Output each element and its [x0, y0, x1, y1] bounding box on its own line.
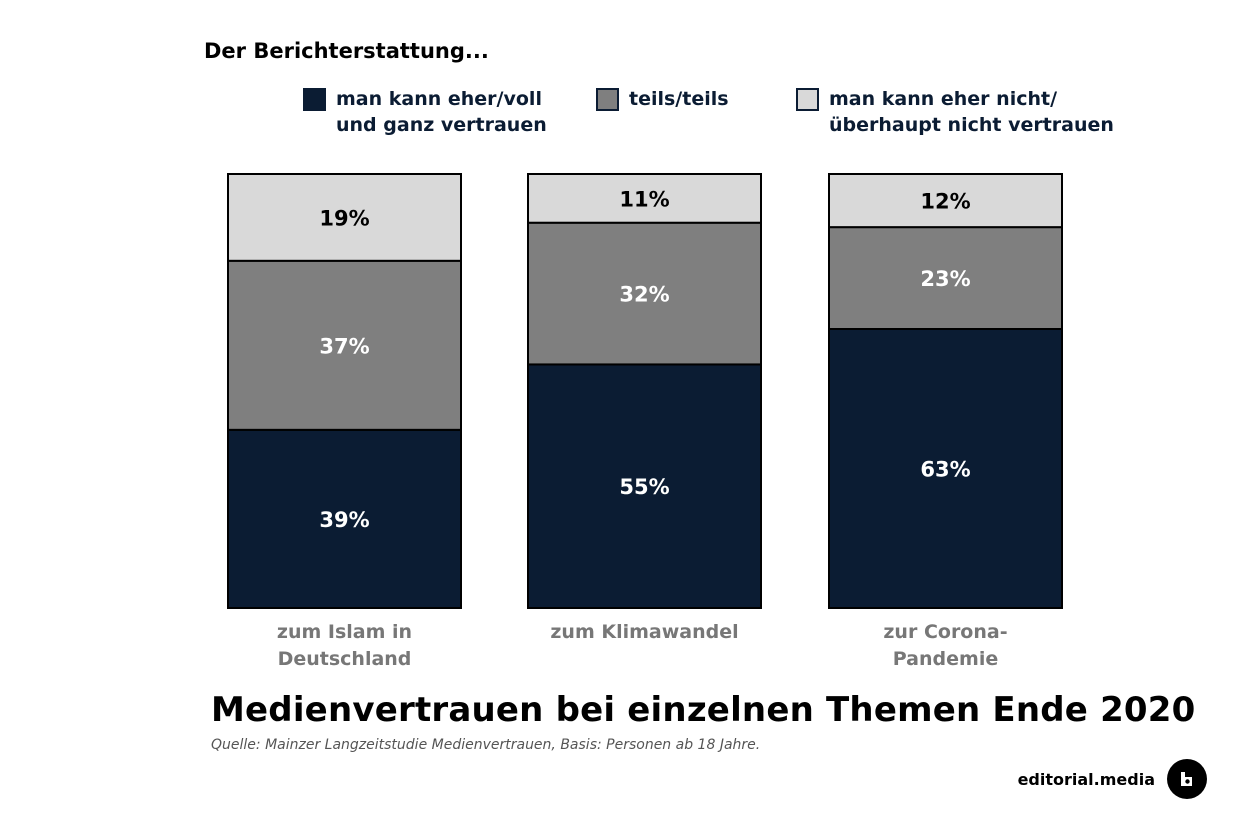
brand-logo-icon [1167, 759, 1207, 799]
legend-label-trust: man kann eher/voll und ganz vertrauen [336, 88, 547, 136]
legend-item-distrust: man kann eher nicht/ überhaupt nicht ver… [796, 86, 1114, 138]
category-label-zur-corona: zur Corona-Pandemie [883, 621, 1007, 670]
legend-label-partly: teils/teils [629, 88, 729, 110]
bar-segment-zum-islam-in-2 [227, 173, 462, 262]
legend-swatch-partly [596, 88, 619, 111]
category-label-zum-islam-in: zum Islam in Deutschland [277, 621, 412, 670]
bar-segment-zum-klimawandel-1 [527, 221, 762, 366]
bar-segment-zum-islam-in-1 [227, 259, 462, 431]
data-label-zum-klimawandel-0: 55% [619, 475, 669, 499]
bar-segment-zum-islam-in-0 [227, 428, 462, 609]
bar-segment-zur-corona-1 [828, 226, 1063, 330]
data-label-zur-corona-2: 12% [920, 190, 970, 214]
legend-item-trust: man kann eher/voll und ganz vertrauen [303, 86, 547, 138]
bar-segment-zum-klimawandel-0 [527, 363, 762, 609]
bar-segment-zur-corona-2 [828, 173, 1063, 229]
data-label-zur-corona-0: 63% [920, 458, 970, 482]
data-label-zum-islam-in-2: 19% [319, 206, 369, 230]
legend-label-distrust: man kann eher nicht/ überhaupt nicht ver… [829, 88, 1114, 136]
brand-name: editorial.media [1017, 769, 1155, 789]
legend-swatch-distrust [796, 88, 819, 111]
brand: editorial.media [1018, 759, 1207, 799]
data-label-zum-klimawandel-2: 11% [619, 187, 669, 211]
legend-item-partly: teils/teils [596, 86, 729, 112]
legend-swatch-trust [303, 88, 326, 111]
bar-segment-zur-corona-0 [828, 328, 1063, 609]
source-note: Quelle: Mainzer Langzeitstudie Medienver… [211, 737, 761, 753]
data-label-zum-klimawandel-1: 32% [619, 283, 669, 307]
category-label-zum-klimawandel: zum Klimawandel [550, 621, 738, 643]
data-label-zum-islam-in-1: 37% [319, 334, 369, 358]
bar-segment-zum-klimawandel-2 [527, 173, 762, 224]
chart-title: Medienvertrauen bei einzelnen Themen End… [211, 690, 1196, 730]
intro-text: Der Berichterstattung... [204, 39, 489, 63]
data-label-zur-corona-1: 23% [920, 267, 970, 291]
data-label-zum-islam-in-0: 39% [319, 508, 369, 532]
